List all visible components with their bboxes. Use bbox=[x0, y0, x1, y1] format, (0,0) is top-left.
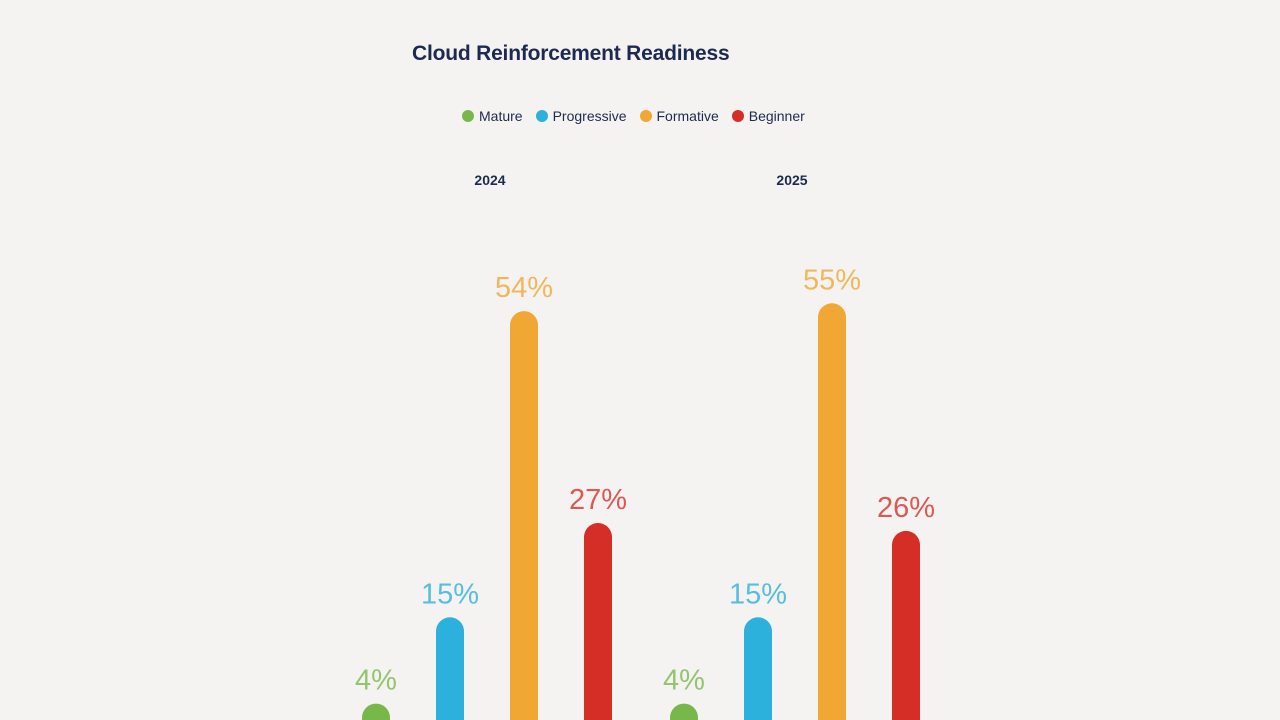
bar-progressive-2024 bbox=[436, 617, 464, 720]
value-label-formative-2024: 54% bbox=[495, 272, 553, 304]
bar-progressive-2025 bbox=[744, 617, 772, 720]
legend-dot-progressive bbox=[535, 110, 548, 122]
bar-beginner-2024 bbox=[584, 523, 612, 720]
chart-legend: Mature Progressive Formative Beginner bbox=[462, 108, 818, 124]
legend-dot-formative bbox=[639, 110, 652, 122]
bar-mature-2025 bbox=[670, 703, 698, 720]
value-label-beginner-2025: 26% bbox=[877, 492, 935, 524]
legend-item-beginner: Beginner bbox=[731, 108, 805, 124]
legend-item-mature: Mature bbox=[462, 108, 523, 124]
legend-label-beginner: Beginner bbox=[748, 108, 805, 124]
legend-label-mature: Mature bbox=[479, 108, 523, 124]
category-label-2025: 2025 bbox=[776, 172, 808, 188]
value-label-progressive-2025: 15% bbox=[729, 578, 787, 610]
bar-mature-2024 bbox=[362, 703, 390, 720]
bar-beginner-2025 bbox=[892, 530, 920, 720]
legend-label-progressive: Progressive bbox=[552, 108, 627, 124]
legend-item-formative: Formative bbox=[639, 108, 719, 124]
value-label-mature-2025: 4% bbox=[663, 665, 705, 697]
legend-label-formative: Formative bbox=[656, 108, 719, 124]
value-label-progressive-2024: 15% bbox=[421, 578, 479, 610]
legend-item-progressive: Progressive bbox=[535, 108, 627, 124]
category-label-2024: 2024 bbox=[474, 172, 506, 188]
chart-title: Cloud Reinforcement Readiness bbox=[412, 42, 730, 65]
value-label-formative-2025: 55% bbox=[803, 264, 861, 296]
bar-formative-2025 bbox=[818, 303, 846, 720]
legend-dot-mature bbox=[462, 110, 474, 122]
legend-dot-beginner bbox=[731, 110, 744, 122]
value-label-beginner-2024: 27% bbox=[569, 484, 627, 516]
value-label-mature-2024: 4% bbox=[355, 665, 397, 697]
bar-formative-2024 bbox=[510, 311, 538, 720]
